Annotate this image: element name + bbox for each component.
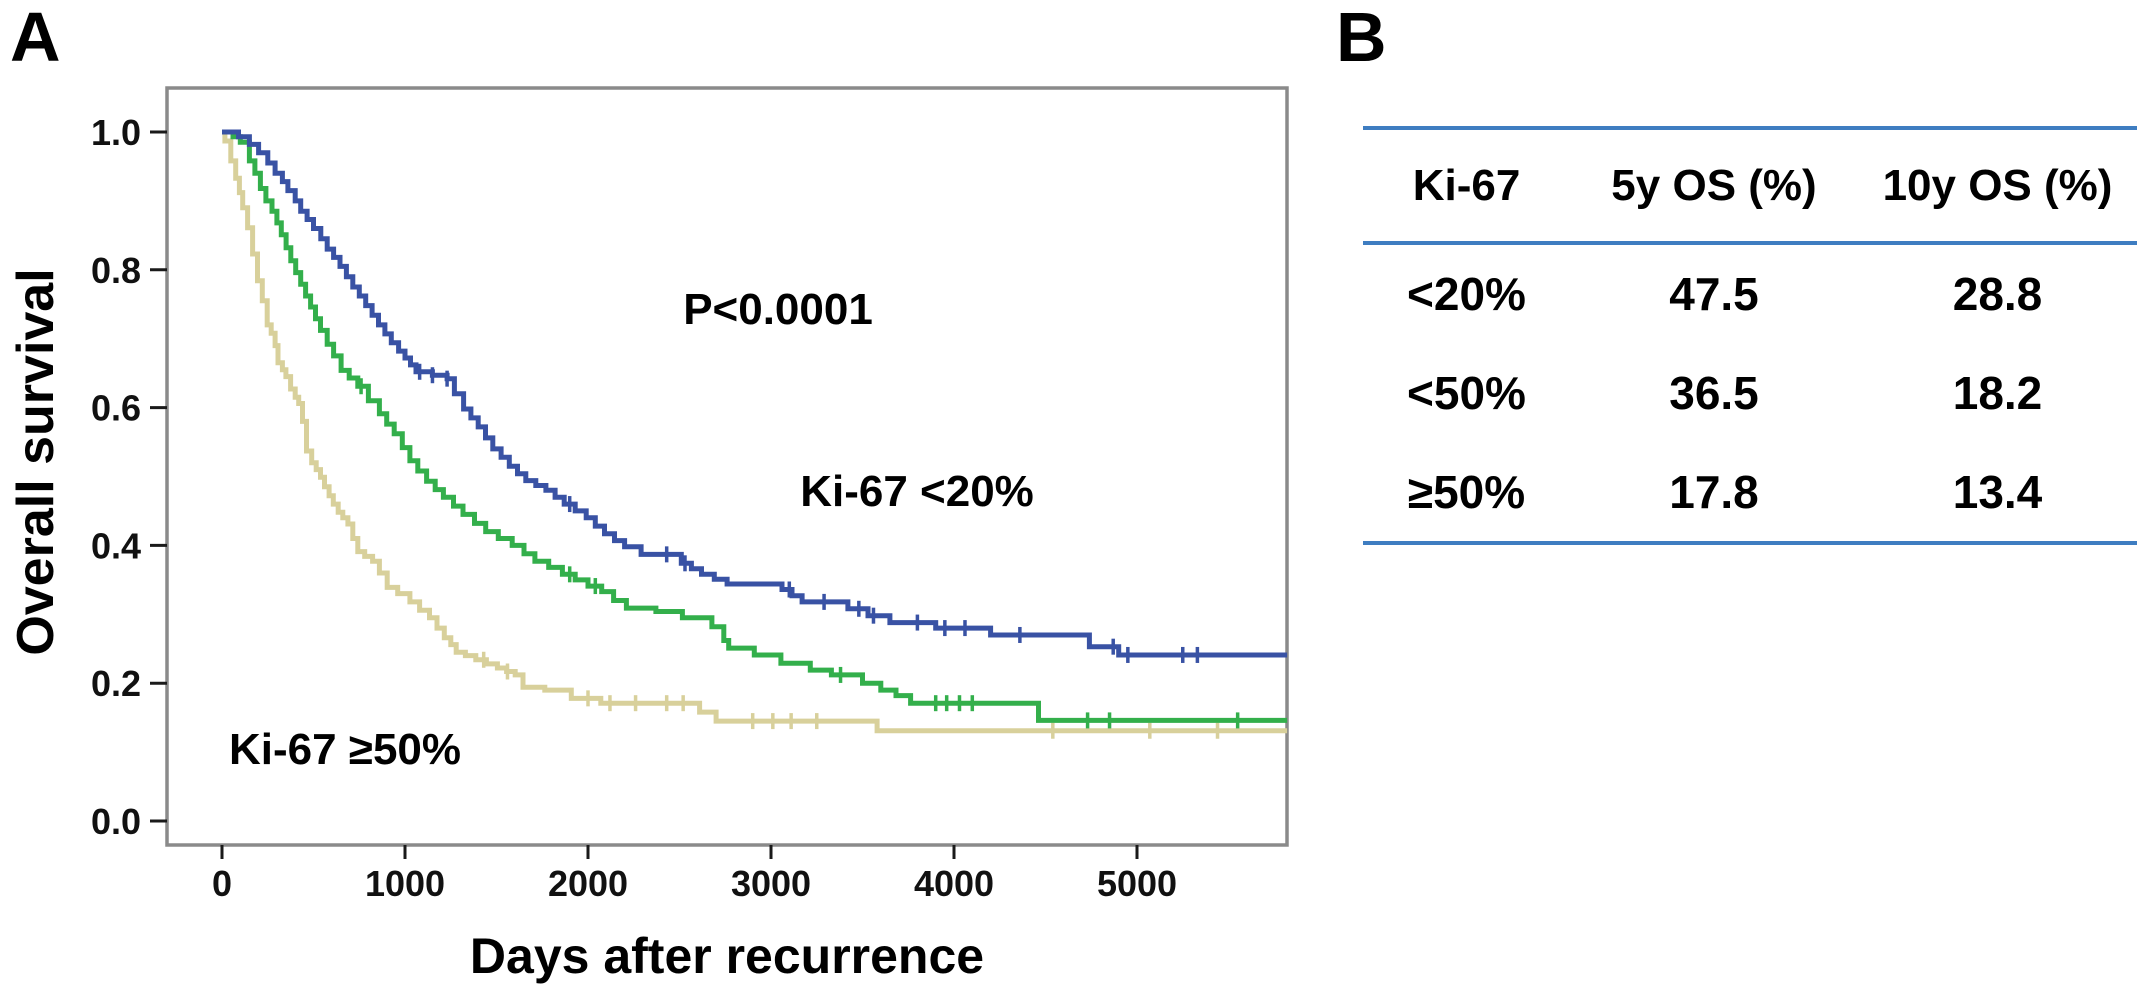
- table-rule-top: [1363, 126, 2137, 130]
- x-tick-label: 4000: [914, 863, 994, 904]
- row-ki67-label: ≥50%: [1407, 465, 1526, 518]
- x-tick-label: 3000: [731, 863, 811, 904]
- x-tick-label: 5000: [1097, 863, 1177, 904]
- table-header-10y-os: 10y OS (%): [1882, 160, 2113, 210]
- os-summary-table: Ki-67 5y OS (%) 10y OS (%) <20% 47.5 28.…: [1363, 126, 2137, 545]
- table-rule-bottom: [1363, 541, 2137, 545]
- plot-frame: [165, 86, 1289, 847]
- x-axis-title: Days after recurrence: [469, 928, 985, 984]
- panel-a-label: A: [10, 0, 61, 76]
- row-5y-os-value: 36.5: [1669, 367, 1759, 419]
- row-10y-os-value: 18.2: [1952, 367, 2043, 419]
- y-tick-label: 0.6: [91, 388, 141, 429]
- table-rule-under-header: [1363, 241, 2137, 245]
- table-header-5y-os: 5y OS (%): [1611, 160, 1817, 210]
- table-row: <50% 36.5 18.2: [1363, 344, 2137, 443]
- y-tick-label: 0.4: [91, 525, 141, 566]
- row-10y-os-value: 28.8: [1952, 268, 2043, 321]
- survival-curve: [222, 129, 1288, 658]
- y-tick-label: 0.0: [91, 801, 141, 842]
- x-tick-label: 2000: [548, 863, 628, 904]
- y-tick-label: 1.0: [91, 112, 141, 153]
- x-tick-label: 0: [212, 863, 232, 904]
- table-row: ≥50% 17.8 13.4: [1363, 442, 2137, 541]
- row-5y-os-value: 47.5: [1669, 268, 1759, 321]
- x-tick-label: 1000: [365, 863, 445, 904]
- y-tick-label: 0.2: [91, 663, 141, 704]
- curve-label-ki67-lt20: Ki-67 <20%: [800, 467, 1034, 516]
- p-value-annotation: P<0.0001: [683, 285, 873, 334]
- curve-label-ki67-ge50: Ki-67 ≥50%: [228, 725, 462, 774]
- row-5y-os-value: 17.8: [1669, 465, 1759, 518]
- y-tick-label: 0.8: [91, 250, 141, 291]
- survival-curve: [222, 129, 1288, 734]
- row-ki67-label: <20%: [1407, 268, 1526, 321]
- survival-curve: [222, 129, 1288, 723]
- table-header-ki67: Ki-67: [1412, 160, 1521, 210]
- row-ki67-label: <50%: [1407, 367, 1526, 419]
- table-row: <20% 47.5 28.8: [1363, 245, 2137, 344]
- panel-b-label: B: [1336, 0, 1387, 76]
- table-body: <20% 47.5 28.8 <50% 36.5 18.2 ≥50% 17.8 …: [1363, 245, 2137, 541]
- row-10y-os-value: 13.4: [1952, 465, 2043, 518]
- table-header-row: Ki-67 5y OS (%) 10y OS (%): [1363, 130, 2137, 241]
